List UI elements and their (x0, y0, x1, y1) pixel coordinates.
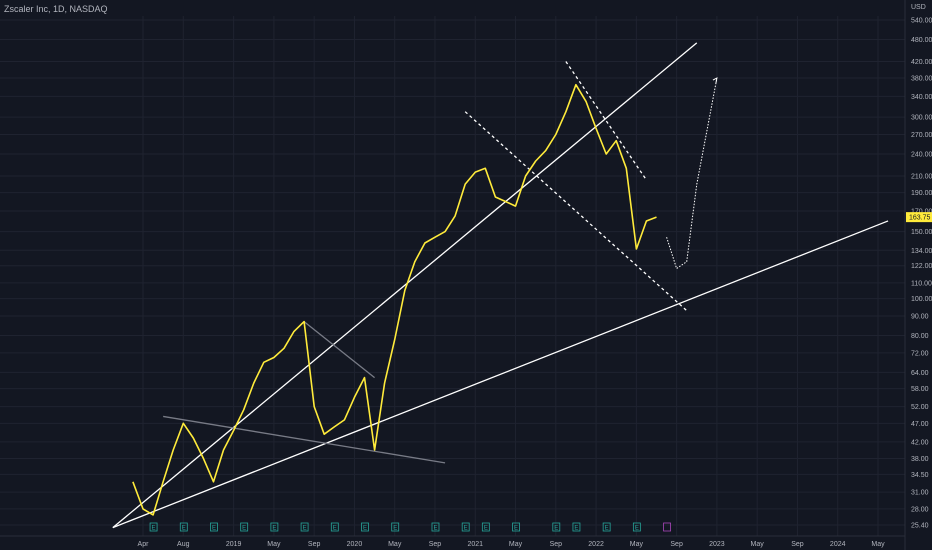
earnings-marker-label: E (363, 526, 367, 532)
arrow-icon (712, 77, 718, 84)
y-tick-label: 540.00 (911, 18, 932, 25)
y-tick-label: 134.00 (911, 248, 932, 255)
symbol-legend[interactable]: Zscaler Inc, 1D, NASDAQ (4, 4, 108, 14)
x-tick-label: May (267, 541, 281, 548)
earnings-marker-label: E (242, 526, 246, 532)
x-tick-label: May (509, 541, 523, 548)
y-tick-label: 28.00 (911, 506, 929, 513)
earnings-marker[interactable] (149, 522, 158, 532)
earnings-marker-label: E (514, 526, 518, 532)
earnings-marker[interactable] (179, 522, 188, 532)
price-line[interactable] (132, 83, 657, 516)
y-tick-label: 170.00 (911, 208, 932, 215)
earnings-marker-label: E (272, 526, 276, 532)
future-event-marker[interactable] (663, 522, 671, 532)
earnings-marker[interactable] (632, 522, 641, 532)
earnings-marker[interactable] (552, 522, 561, 532)
earnings-marker-label: E (554, 526, 558, 532)
y-tick-label: 240.00 (911, 151, 932, 158)
earnings-marker-label: E (303, 526, 307, 532)
last-price-badge (906, 212, 932, 223)
earnings-marker-label: E (635, 526, 639, 532)
y-tick-label: 34.50 (911, 472, 929, 479)
y-tick-label: 64.00 (911, 370, 929, 377)
y-tick-label: 270.00 (911, 132, 932, 139)
x-tick-label: 2023 (709, 541, 725, 548)
y-tick-label: 122.00 (911, 263, 932, 270)
last-price-label: 163.75 (909, 215, 931, 222)
y-tick-label: 340.00 (911, 94, 932, 101)
earnings-marker[interactable] (512, 522, 520, 532)
earnings-marker-label: E (393, 526, 397, 532)
x-tick-label: May (871, 541, 885, 548)
earnings-marker[interactable] (330, 522, 339, 532)
x-tick-label: Sep (791, 541, 804, 548)
x-tick-label: Sep (429, 541, 442, 548)
earnings-marker[interactable] (602, 522, 611, 532)
y-tick-label: 38.00 (911, 456, 929, 463)
earnings-marker-label: E (212, 526, 216, 532)
y-tick-label: 420.00 (911, 59, 932, 66)
earnings-marker-label: E (182, 526, 186, 532)
y-tick-label: 90.00 (911, 314, 929, 321)
x-tick-label: Apr (138, 541, 150, 548)
x-tick-label: Aug (177, 541, 190, 548)
y-tick-label: 42.00 (911, 439, 929, 446)
earnings-marker-label: E (605, 526, 609, 532)
earnings-marker[interactable] (431, 522, 440, 532)
earnings-marker-label: E (433, 526, 437, 532)
x-tick-label: 2020 (347, 541, 363, 548)
earnings-marker[interactable] (461, 522, 470, 532)
earnings-marker[interactable] (300, 522, 309, 532)
trendline[interactable] (464, 111, 688, 312)
y-tick-label: 72.00 (911, 350, 929, 357)
y-tick-label: 58.00 (911, 386, 929, 393)
y-tick-label: 110.00 (911, 280, 932, 287)
trendline[interactable] (112, 220, 889, 529)
x-tick-label: Sep (308, 541, 321, 548)
earnings-marker-label: E (484, 526, 488, 532)
y-tick-label: 210.00 (911, 174, 932, 181)
trendline[interactable] (565, 61, 647, 181)
earnings-marker-label: E (152, 526, 156, 532)
y-tick-label: 100.00 (911, 296, 932, 303)
y-tick-label: 47.00 (911, 421, 929, 428)
y-tick-label: 80.00 (911, 333, 929, 340)
projection-path[interactable] (666, 78, 718, 270)
y-tick-label: 300.00 (911, 115, 932, 122)
earnings-marker[interactable] (361, 522, 369, 532)
x-tick-label: May (751, 541, 765, 548)
x-tick-label: 2022 (588, 541, 604, 548)
earnings-marker[interactable] (572, 522, 581, 532)
trendline[interactable] (303, 321, 375, 379)
x-tick-label: Sep (670, 541, 683, 548)
x-tick-label: 2021 (467, 541, 483, 548)
x-tick-label: May (388, 541, 402, 548)
currency-label: USD (911, 4, 926, 11)
earnings-marker-label: E (574, 526, 578, 532)
earnings-marker[interactable] (481, 522, 490, 532)
earnings-marker-label: E (333, 526, 337, 532)
x-tick-label: Sep (550, 541, 563, 548)
y-tick-label: 480.00 (911, 37, 932, 44)
y-tick-label: 52.00 (911, 404, 929, 411)
y-tick-label: 25.40 (911, 523, 929, 530)
earnings-marker[interactable] (240, 522, 249, 532)
trendline[interactable] (163, 415, 446, 464)
y-tick-label: 380.00 (911, 76, 932, 83)
y-tick-label: 150.00 (911, 229, 932, 236)
trendline[interactable] (112, 42, 698, 529)
earnings-marker-label: E (464, 526, 468, 532)
x-tick-label: May (630, 541, 644, 548)
y-tick-label: 31.00 (911, 490, 929, 497)
earnings-marker[interactable] (270, 522, 279, 532)
earnings-marker[interactable] (391, 522, 400, 532)
y-tick-label: 190.00 (911, 190, 932, 197)
earnings-marker[interactable] (210, 522, 218, 532)
x-tick-label: 2024 (830, 541, 846, 548)
x-tick-label: 2019 (226, 541, 242, 548)
